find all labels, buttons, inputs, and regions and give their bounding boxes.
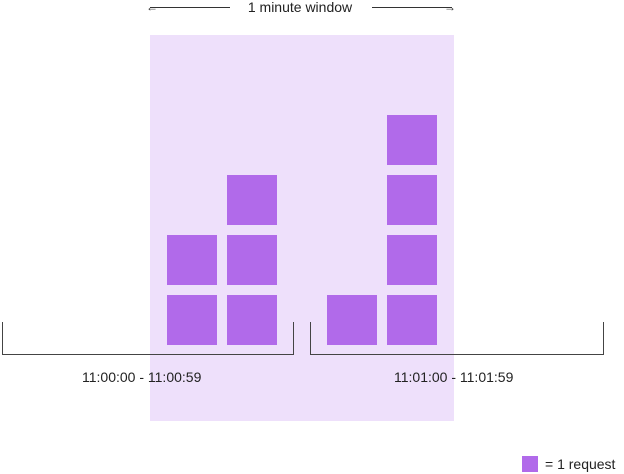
request-block — [387, 175, 437, 225]
window-arrow-left-line — [150, 7, 230, 8]
window-label: 1 minute window — [247, 0, 353, 15]
legend-label: = 1 request — [545, 456, 616, 472]
request-block — [227, 175, 277, 225]
time-range-second: 11:01:00 - 11:01:59 — [394, 369, 514, 385]
sliding-window-band — [150, 35, 454, 421]
minute-bracket-first — [2, 322, 294, 355]
request-block — [327, 295, 377, 345]
request-block — [167, 295, 217, 345]
request-block — [387, 235, 437, 285]
legend-request-swatch — [522, 456, 538, 472]
window-arrow-left-head: ← — [146, 0, 158, 14]
request-block — [227, 295, 277, 345]
request-block — [387, 295, 437, 345]
request-block — [387, 115, 437, 165]
time-range-first: 11:00:00 - 11:00:59 — [82, 369, 202, 385]
window-arrow-right-head: → — [444, 0, 456, 14]
window-arrow-right-line — [372, 7, 452, 8]
minute-bracket-second — [310, 322, 604, 355]
request-block — [167, 235, 217, 285]
request-block — [227, 235, 277, 285]
